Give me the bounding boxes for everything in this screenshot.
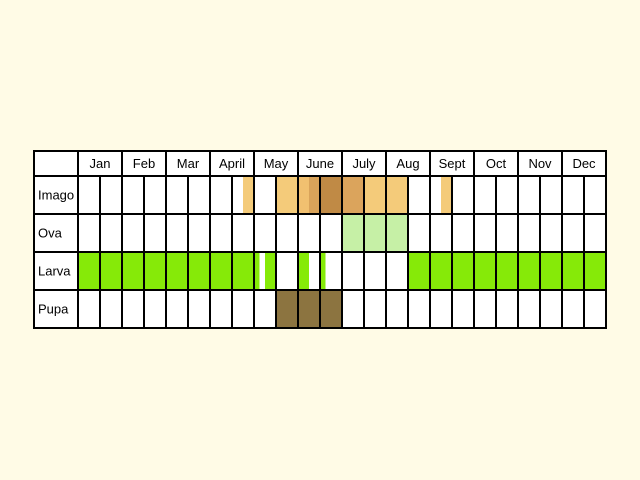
month-label: Mar: [177, 156, 200, 171]
larva-fill-2: [265, 252, 276, 290]
imago-fill-0: [243, 176, 254, 214]
month-label: June: [306, 156, 334, 171]
row-label-imago: Imago: [38, 188, 74, 203]
month-label: Sept: [439, 156, 466, 171]
month-label: Nov: [528, 156, 552, 171]
imago-fill-7: [441, 176, 452, 214]
ova-fill-0: [342, 214, 408, 252]
month-label: Oct: [486, 156, 507, 171]
imago-fill-4: [320, 176, 342, 214]
labels: Jan Feb Mar April May June July Aug Sept Oct Nov De…: [38, 156, 596, 317]
row-label-larva: Larva: [38, 264, 71, 279]
month-label: Feb: [133, 156, 155, 171]
month-label: April: [219, 156, 245, 171]
pupa-fill-0: [276, 290, 342, 328]
larva-fill-4: [320, 252, 326, 290]
month-label: May: [264, 156, 289, 171]
grid-lines: [33, 150, 607, 329]
larva-fill-1: [254, 252, 260, 290]
month-label: July: [352, 156, 376, 171]
row-label-ova: Ova: [38, 226, 63, 241]
imago-fill-1: [276, 176, 298, 214]
month-label: Jan: [90, 156, 111, 171]
larva-fill-5: [408, 252, 606, 290]
imago-fill-5: [342, 176, 364, 214]
row-label-pupa: Pupa: [38, 302, 69, 317]
imago-fill-2: [298, 176, 309, 214]
month-label: Aug: [396, 156, 419, 171]
imago-fill-3: [309, 176, 320, 214]
month-label: Dec: [572, 156, 596, 171]
larva-fill-3: [298, 252, 309, 290]
